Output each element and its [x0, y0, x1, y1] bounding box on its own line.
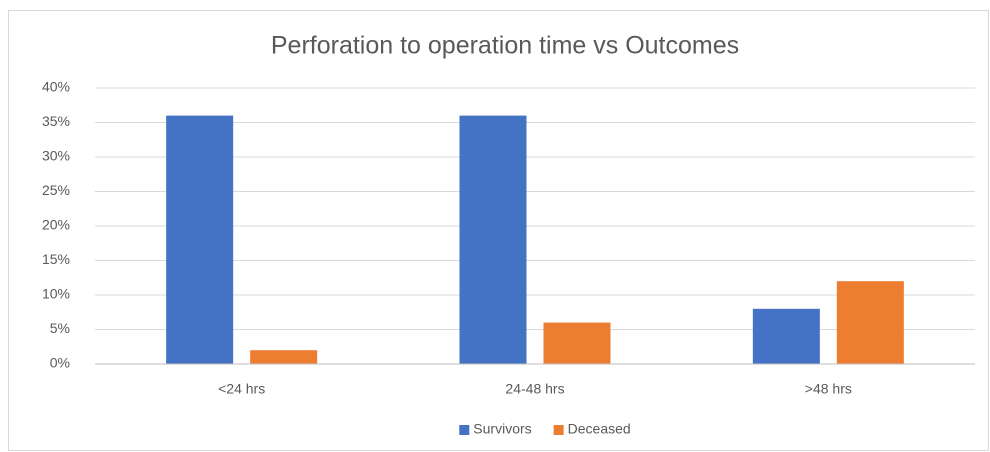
y-tick-label: 30% [42, 148, 70, 164]
legend-swatch [553, 425, 564, 435]
y-tick-label: 10% [42, 286, 70, 302]
bar [752, 308, 820, 364]
y-tick-label: 35% [42, 113, 70, 129]
bar [543, 322, 611, 364]
x-tick-label: >48 hrs [805, 381, 852, 397]
y-tick-label: 15% [42, 251, 70, 267]
bar [250, 350, 318, 364]
x-tick-label: 24-48 hrs [505, 381, 564, 397]
y-tick-label: 0% [50, 355, 70, 371]
bar [459, 115, 527, 364]
y-tick-label: 25% [42, 182, 70, 198]
chart-title: Perforation to operation time vs Outcome… [271, 32, 739, 60]
bar [836, 281, 904, 364]
bar [166, 115, 234, 364]
legend-swatch [459, 425, 470, 435]
y-tick-label: 5% [50, 320, 70, 336]
legend-label: Survivors [473, 421, 531, 437]
y-tick-label: 20% [42, 217, 70, 233]
legend-label: Deceased [568, 421, 631, 437]
legend: Survivors Deceased [459, 421, 631, 437]
y-tick-label: 40% [42, 79, 70, 95]
x-tick-label: <24 hrs [218, 381, 265, 397]
